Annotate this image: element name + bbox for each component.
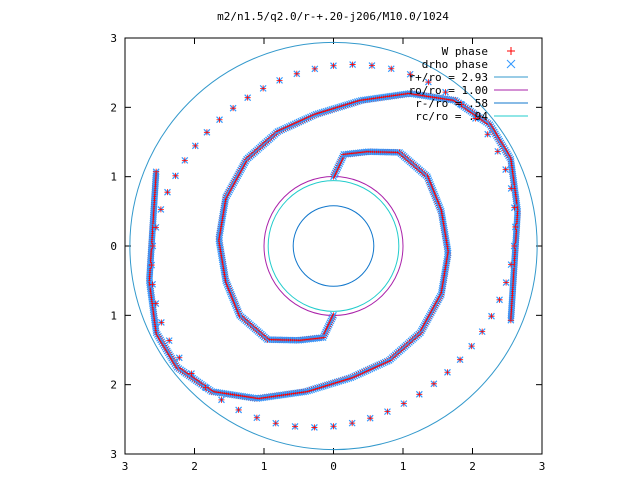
w-point	[472, 115, 479, 122]
phase-points	[145, 61, 522, 431]
legend-label: ro/ro = 1.00	[409, 84, 488, 97]
w-point	[444, 369, 451, 376]
w-point	[484, 131, 491, 138]
w-point	[416, 391, 423, 398]
w-point	[149, 243, 156, 249]
legend-label: drho phase	[422, 58, 488, 71]
w-point	[388, 65, 395, 72]
legend-label: r-/ro = .58	[415, 97, 488, 110]
w-point	[407, 71, 414, 78]
w-point	[425, 79, 432, 86]
w-point	[502, 166, 509, 173]
w-point	[153, 168, 160, 175]
w-point	[458, 101, 465, 108]
legend-marker-cross	[506, 59, 516, 69]
w-point	[260, 85, 267, 92]
y-tick-label: 1	[110, 309, 117, 322]
y-tick-label: 0	[110, 240, 117, 253]
w-point	[430, 380, 437, 387]
legend-label: W phase	[442, 45, 488, 58]
x-tick-label: 1	[261, 460, 268, 473]
x-tick-label: 0	[330, 460, 337, 473]
w-point	[384, 408, 391, 415]
w-point	[368, 62, 375, 69]
w-point	[330, 62, 337, 69]
w-point	[508, 185, 515, 192]
w-point	[152, 224, 159, 231]
w-point	[511, 204, 518, 211]
circle-rc	[267, 180, 400, 312]
w-point	[330, 423, 337, 430]
x-tick-label: 3	[122, 460, 129, 473]
w-point	[488, 313, 495, 320]
w-point	[293, 70, 300, 77]
w-point	[496, 296, 503, 303]
circle-r	[292, 205, 375, 287]
w-point	[311, 424, 318, 431]
y-tick-label: 3	[110, 32, 117, 45]
w-point	[192, 142, 199, 149]
w-point	[367, 415, 374, 422]
w-point	[218, 396, 225, 403]
w-point	[166, 337, 173, 344]
y-tick-label: 1	[110, 171, 117, 184]
y-tick-label: 2	[110, 379, 117, 392]
w-point	[157, 206, 164, 213]
w-point	[148, 262, 155, 269]
legend-label: rc/ro = .94	[415, 110, 488, 123]
w-point	[457, 356, 464, 363]
w-point	[349, 61, 356, 68]
circle-r	[129, 41, 538, 451]
w-point	[216, 116, 223, 123]
w-point	[181, 157, 188, 164]
w-point	[164, 189, 171, 196]
x-tick-label: 1	[400, 460, 407, 473]
x-tick-label: 2	[191, 460, 198, 473]
w-point	[158, 319, 165, 326]
w-point	[311, 65, 318, 72]
w-point	[253, 414, 260, 421]
w-point	[442, 89, 449, 96]
y-tick-label: 3	[110, 448, 117, 461]
w-point	[203, 129, 210, 136]
w-point	[349, 420, 356, 427]
w-point	[468, 343, 475, 350]
w-point	[149, 281, 156, 288]
legend-marker-plus	[507, 47, 515, 55]
w-point	[494, 148, 501, 155]
y-tick-label: 2	[110, 101, 117, 114]
chart-title: m2/n1.5/q2.0/r-+.20-j206/M10.0/1024	[217, 10, 449, 23]
x-tick-label: 2	[469, 460, 476, 473]
w-point	[479, 328, 486, 335]
w-point	[230, 105, 237, 112]
w-point	[511, 243, 518, 249]
w-point	[400, 400, 407, 407]
w-point	[188, 370, 195, 377]
w-point	[292, 423, 299, 430]
w-point	[152, 300, 159, 307]
w-point	[512, 223, 519, 230]
w-point	[172, 172, 179, 179]
legend-label: r+/ro = 2.93	[409, 71, 488, 84]
w-point	[507, 317, 514, 324]
w-point	[276, 77, 283, 84]
x-tick-label: 3	[539, 460, 546, 473]
w-point	[202, 384, 209, 391]
w-point	[508, 261, 515, 268]
w-point	[235, 406, 242, 413]
w-point	[503, 279, 510, 286]
w-point	[244, 94, 251, 101]
circle-ro	[263, 176, 404, 316]
w-point	[272, 420, 279, 427]
w-point	[176, 354, 183, 361]
